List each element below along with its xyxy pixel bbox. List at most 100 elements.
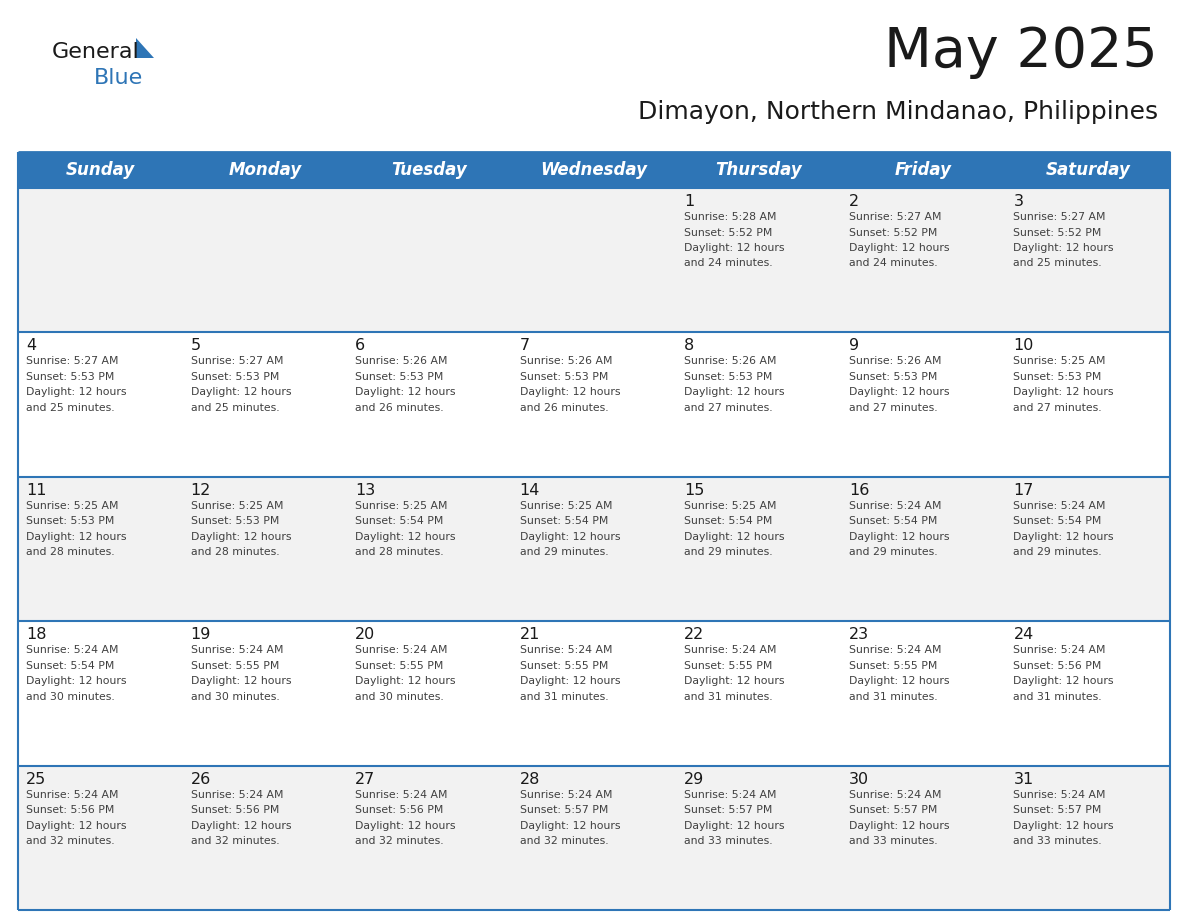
Text: and 24 minutes.: and 24 minutes. — [849, 259, 937, 268]
Text: Sunset: 5:54 PM: Sunset: 5:54 PM — [849, 516, 937, 526]
Text: Daylight: 12 hours: Daylight: 12 hours — [684, 387, 785, 397]
Text: and 25 minutes.: and 25 minutes. — [1013, 259, 1102, 268]
Text: Daylight: 12 hours: Daylight: 12 hours — [355, 387, 456, 397]
Bar — [183, 152, 347, 188]
Text: and 28 minutes.: and 28 minutes. — [26, 547, 114, 557]
Text: and 32 minutes.: and 32 minutes. — [26, 836, 114, 846]
Text: Sunday: Sunday — [65, 161, 135, 179]
Text: General: General — [52, 42, 140, 62]
Text: Sunset: 5:53 PM: Sunset: 5:53 PM — [190, 372, 279, 382]
Text: Sunset: 5:56 PM: Sunset: 5:56 PM — [355, 805, 443, 815]
Text: and 29 minutes.: and 29 minutes. — [519, 547, 608, 557]
Text: 16: 16 — [849, 483, 870, 498]
Text: Sunset: 5:55 PM: Sunset: 5:55 PM — [519, 661, 608, 671]
Text: Daylight: 12 hours: Daylight: 12 hours — [849, 532, 949, 542]
Text: and 27 minutes.: and 27 minutes. — [684, 403, 773, 413]
Text: Daylight: 12 hours: Daylight: 12 hours — [684, 821, 785, 831]
Text: 27: 27 — [355, 772, 375, 787]
Text: Sunrise: 5:24 AM: Sunrise: 5:24 AM — [684, 645, 777, 655]
Text: and 32 minutes.: and 32 minutes. — [519, 836, 608, 846]
Bar — [676, 332, 841, 476]
Text: Sunset: 5:53 PM: Sunset: 5:53 PM — [1013, 372, 1101, 382]
Text: and 26 minutes.: and 26 minutes. — [519, 403, 608, 413]
Bar — [841, 188, 1005, 332]
Text: Sunrise: 5:25 AM: Sunrise: 5:25 AM — [684, 501, 777, 510]
Bar — [1005, 766, 1170, 910]
Text: Sunset: 5:56 PM: Sunset: 5:56 PM — [26, 805, 114, 815]
Text: Sunrise: 5:24 AM: Sunrise: 5:24 AM — [355, 645, 448, 655]
Text: 5: 5 — [190, 339, 201, 353]
Text: Sunrise: 5:25 AM: Sunrise: 5:25 AM — [1013, 356, 1106, 366]
Bar — [841, 621, 1005, 766]
Text: Sunrise: 5:27 AM: Sunrise: 5:27 AM — [849, 212, 941, 222]
Text: Sunset: 5:54 PM: Sunset: 5:54 PM — [519, 516, 608, 526]
Text: 12: 12 — [190, 483, 211, 498]
Text: Sunrise: 5:27 AM: Sunrise: 5:27 AM — [1013, 212, 1106, 222]
Text: Daylight: 12 hours: Daylight: 12 hours — [190, 677, 291, 686]
Text: Daylight: 12 hours: Daylight: 12 hours — [1013, 677, 1114, 686]
Text: Sunset: 5:55 PM: Sunset: 5:55 PM — [849, 661, 937, 671]
Text: 10: 10 — [1013, 339, 1034, 353]
Bar — [347, 621, 512, 766]
Text: Sunrise: 5:26 AM: Sunrise: 5:26 AM — [519, 356, 612, 366]
Bar — [512, 332, 676, 476]
Text: Sunset: 5:57 PM: Sunset: 5:57 PM — [849, 805, 937, 815]
Bar — [18, 766, 183, 910]
Text: Daylight: 12 hours: Daylight: 12 hours — [355, 677, 456, 686]
Text: Tuesday: Tuesday — [392, 161, 467, 179]
Bar — [1005, 621, 1170, 766]
Text: Daylight: 12 hours: Daylight: 12 hours — [355, 532, 456, 542]
Text: Sunrise: 5:26 AM: Sunrise: 5:26 AM — [684, 356, 777, 366]
Text: 28: 28 — [519, 772, 541, 787]
Text: 13: 13 — [355, 483, 375, 498]
Bar — [841, 332, 1005, 476]
Bar — [18, 152, 183, 188]
Bar — [183, 766, 347, 910]
Text: 7: 7 — [519, 339, 530, 353]
Text: and 30 minutes.: and 30 minutes. — [190, 691, 279, 701]
Text: 29: 29 — [684, 772, 704, 787]
Bar — [1005, 188, 1170, 332]
Text: Sunrise: 5:24 AM: Sunrise: 5:24 AM — [849, 789, 941, 800]
Text: and 31 minutes.: and 31 minutes. — [849, 691, 937, 701]
Text: 6: 6 — [355, 339, 365, 353]
Text: Daylight: 12 hours: Daylight: 12 hours — [190, 821, 291, 831]
Text: Daylight: 12 hours: Daylight: 12 hours — [1013, 532, 1114, 542]
Bar — [676, 766, 841, 910]
Text: Sunrise: 5:24 AM: Sunrise: 5:24 AM — [355, 789, 448, 800]
Text: Sunset: 5:53 PM: Sunset: 5:53 PM — [684, 372, 772, 382]
Text: Daylight: 12 hours: Daylight: 12 hours — [519, 677, 620, 686]
Bar — [512, 621, 676, 766]
Text: May 2025: May 2025 — [884, 25, 1158, 79]
Text: Thursday: Thursday — [715, 161, 802, 179]
Bar — [841, 766, 1005, 910]
Bar — [1005, 476, 1170, 621]
Text: Sunrise: 5:26 AM: Sunrise: 5:26 AM — [849, 356, 941, 366]
Bar — [512, 766, 676, 910]
Text: 22: 22 — [684, 627, 704, 643]
Text: Sunset: 5:57 PM: Sunset: 5:57 PM — [1013, 805, 1101, 815]
Text: and 29 minutes.: and 29 minutes. — [849, 547, 937, 557]
Text: Sunrise: 5:24 AM: Sunrise: 5:24 AM — [849, 501, 941, 510]
Text: Daylight: 12 hours: Daylight: 12 hours — [519, 821, 620, 831]
Text: Sunrise: 5:24 AM: Sunrise: 5:24 AM — [519, 645, 612, 655]
Bar — [512, 476, 676, 621]
Text: Sunset: 5:53 PM: Sunset: 5:53 PM — [519, 372, 608, 382]
Bar — [1005, 152, 1170, 188]
Text: Sunset: 5:54 PM: Sunset: 5:54 PM — [355, 516, 443, 526]
Text: Sunset: 5:54 PM: Sunset: 5:54 PM — [26, 661, 114, 671]
Text: and 24 minutes.: and 24 minutes. — [684, 259, 773, 268]
Text: Sunset: 5:53 PM: Sunset: 5:53 PM — [190, 516, 279, 526]
Text: Daylight: 12 hours: Daylight: 12 hours — [1013, 243, 1114, 253]
Bar — [18, 476, 183, 621]
Text: 4: 4 — [26, 339, 36, 353]
Text: Daylight: 12 hours: Daylight: 12 hours — [519, 532, 620, 542]
Text: Daylight: 12 hours: Daylight: 12 hours — [519, 387, 620, 397]
Text: Daylight: 12 hours: Daylight: 12 hours — [355, 821, 456, 831]
Bar — [18, 332, 183, 476]
Bar — [347, 332, 512, 476]
Bar — [512, 188, 676, 332]
Text: Sunrise: 5:24 AM: Sunrise: 5:24 AM — [684, 789, 777, 800]
Text: and 30 minutes.: and 30 minutes. — [355, 691, 444, 701]
Bar — [1005, 332, 1170, 476]
